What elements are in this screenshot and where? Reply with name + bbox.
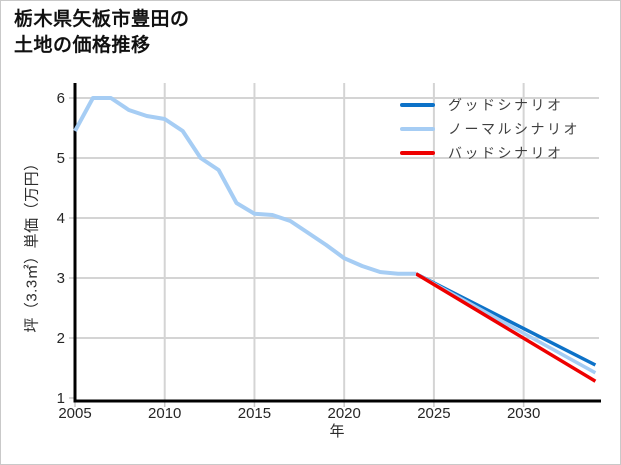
x-axis-label: 年 (329, 423, 345, 440)
x-tick-label-2030: 2030 (507, 405, 540, 422)
chart-title-line2: 土地の価格推移 (14, 35, 151, 56)
chart-title: 栃木県矢板市豊田の 土地の価格推移 (14, 7, 190, 59)
y-tick-label-6: 6 (57, 90, 65, 107)
legend-label-good: グッドシナリオ (448, 97, 564, 113)
bad-scenario-line-swatch (400, 151, 435, 155)
x-tick-label-2010: 2010 (148, 405, 181, 422)
x-tick-label-2015: 2015 (238, 405, 271, 422)
good-scenario-line-swatch (400, 103, 435, 107)
chart-title-line1: 栃木県矢板市豊田の (14, 9, 190, 30)
x-tick-label-2020: 2020 (327, 405, 360, 422)
y-tick-label-3: 3 (57, 270, 65, 287)
y-tick-label-4: 4 (57, 210, 65, 227)
y-tick-label-1: 1 (57, 390, 65, 407)
y-tick-label-5: 5 (57, 150, 65, 167)
normal-scenario-line-swatch (400, 127, 435, 131)
legend-row-good: グッドシナリオ (400, 93, 580, 117)
legend-row-bad: バッドシナリオ (400, 141, 580, 165)
legend-label-normal: ノーマルシナリオ (448, 121, 580, 137)
y-tick-label-2: 2 (57, 330, 65, 347)
legend-label-bad: バッドシナリオ (448, 145, 564, 161)
legend-row-normal: ノーマルシナリオ (400, 117, 580, 141)
series-line-price-history (73, 96, 416, 276)
x-tick-label-2025: 2025 (417, 405, 450, 422)
x-tick-label-2005: 2005 (58, 405, 91, 422)
series-line-bad-scenario (415, 272, 597, 383)
chart-legend: グッドシナリオ ノーマルシナリオ バッドシナリオ (400, 93, 580, 165)
y-axis-label: 坪（3.3㎡）単価（万円） (23, 155, 41, 333)
